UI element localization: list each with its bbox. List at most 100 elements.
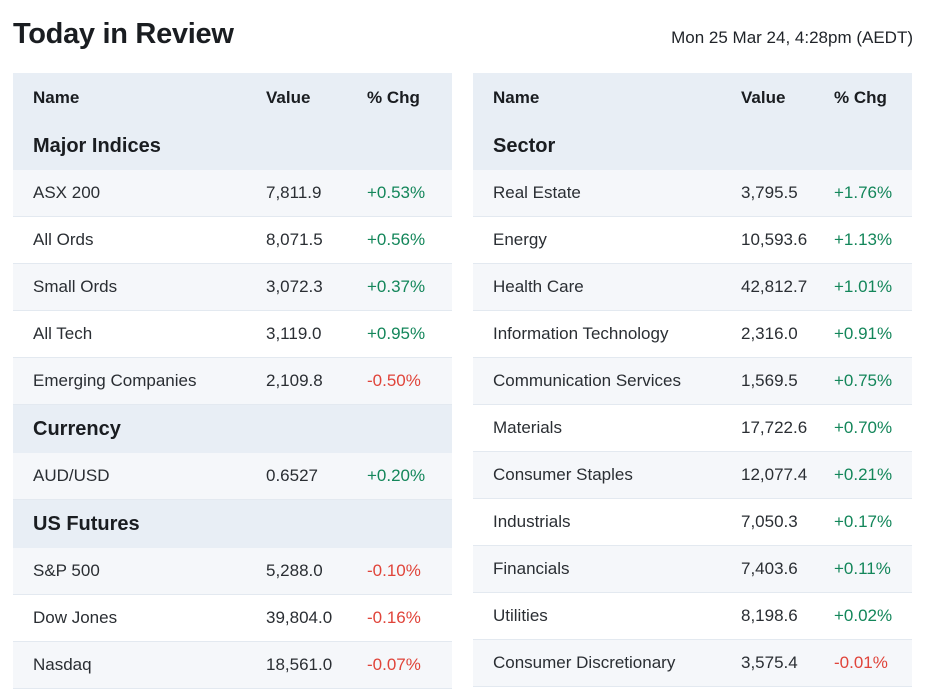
row-value: 0.6527 — [266, 466, 318, 485]
timestamp: Mon 25 Mar 24, 4:28pm (AEDT) — [671, 28, 913, 47]
column-header-name[interactable]: Name — [33, 87, 80, 107]
row-value: 10,593.6 — [741, 230, 808, 249]
markets-table: Name Value % Chg Major Indices ASX 200 7… — [13, 73, 452, 689]
row-change: +1.01% — [834, 277, 893, 296]
row-change: +0.02% — [834, 606, 893, 625]
row-change: -0.50% — [367, 371, 421, 390]
row-value: 18,561.0 — [266, 655, 333, 674]
column-header-change[interactable]: % Chg — [367, 87, 420, 107]
row-name[interactable]: All Tech — [33, 324, 93, 343]
section-header-major-indices: Major Indices — [13, 122, 452, 170]
section-title: US Futures — [33, 512, 140, 535]
table-header: Name Value % Chg — [13, 73, 452, 122]
row-value: 3,575.4 — [741, 653, 798, 672]
row-value: 5,288.0 — [266, 561, 323, 580]
row-value: 17,722.6 — [741, 418, 808, 437]
section-header-us-futures: US Futures — [13, 500, 452, 548]
row-name[interactable]: Nasdaq — [33, 655, 92, 674]
row-name[interactable]: Consumer Staples — [493, 465, 633, 484]
row-change: +0.95% — [367, 324, 426, 343]
row-value: 42,812.7 — [741, 277, 808, 296]
row-change: +0.53% — [367, 183, 426, 202]
table-row[interactable]: Consumer Staples 12,077.4 +0.21% — [473, 452, 912, 499]
row-name[interactable]: AUD/USD — [33, 466, 110, 485]
row-name[interactable]: S&P 500 — [33, 561, 100, 580]
table-row[interactable]: Financials 7,403.6 +0.11% — [473, 546, 912, 593]
row-change: +0.75% — [834, 371, 893, 390]
row-value: 7,050.3 — [741, 512, 798, 531]
table-row[interactable]: S&P 500 5,288.0 -0.10% — [13, 548, 452, 595]
row-value: 1,569.5 — [741, 371, 798, 390]
table-row[interactable]: Information Technology 2,316.0 +0.91% — [473, 311, 912, 358]
row-name[interactable]: Materials — [493, 418, 562, 437]
table-row[interactable]: All Ords 8,071.5 +0.56% — [13, 217, 452, 264]
row-name[interactable]: Emerging Companies — [33, 371, 197, 390]
sectors-table: Name Value % Chg Sector Real Estate 3,79… — [473, 73, 912, 687]
column-header-change[interactable]: % Chg — [834, 87, 887, 107]
row-value: 12,077.4 — [741, 465, 808, 484]
row-name[interactable]: Industrials — [493, 512, 571, 531]
row-value: 8,071.5 — [266, 230, 323, 249]
table-row[interactable]: Nasdaq 18,561.0 -0.07% — [13, 642, 452, 689]
table-row[interactable]: Communication Services 1,569.5 +0.75% — [473, 358, 912, 405]
row-name[interactable]: Information Technology — [493, 324, 669, 343]
row-change: -0.07% — [367, 655, 421, 674]
row-change: +0.11% — [834, 559, 891, 578]
table-row[interactable]: Health Care 42,812.7 +1.01% — [473, 264, 912, 311]
row-name[interactable]: Consumer Discretionary — [493, 653, 676, 672]
row-change: +0.91% — [834, 324, 893, 343]
column-header-value[interactable]: Value — [741, 87, 786, 107]
row-change: +1.13% — [834, 230, 893, 249]
row-value: 8,198.6 — [741, 606, 798, 625]
section-header-currency: Currency — [13, 405, 452, 453]
row-change: +0.70% — [834, 418, 893, 437]
table-row[interactable]: AUD/USD 0.6527 +0.20% — [13, 453, 452, 500]
row-change: -0.10% — [367, 561, 421, 580]
row-change: +0.20% — [367, 466, 426, 485]
table-row[interactable]: Small Ords 3,072.3 +0.37% — [13, 264, 452, 311]
section-title: Currency — [33, 417, 121, 440]
row-name[interactable]: All Ords — [33, 230, 94, 249]
row-value: 2,109.8 — [266, 371, 323, 390]
row-value: 3,119.0 — [266, 324, 322, 343]
row-change: +0.56% — [367, 230, 426, 249]
row-value: 39,804.0 — [266, 608, 333, 627]
table-row[interactable]: ASX 200 7,811.9 +0.53% — [13, 170, 452, 217]
row-name[interactable]: Health Care — [493, 277, 584, 296]
table-row[interactable]: Energy 10,593.6 +1.13% — [473, 217, 912, 264]
row-change: +0.21% — [834, 465, 893, 484]
row-value: 3,072.3 — [266, 277, 323, 296]
section-header-sector: Sector — [473, 122, 912, 170]
row-name[interactable]: Small Ords — [33, 277, 118, 296]
row-name[interactable]: Dow Jones — [33, 608, 118, 627]
table-header: Name Value % Chg — [473, 73, 912, 122]
table-row[interactable]: Real Estate 3,795.5 +1.76% — [473, 170, 912, 217]
row-name[interactable]: Energy — [493, 230, 547, 249]
row-value: 3,795.5 — [741, 183, 798, 202]
row-value: 2,316.0 — [741, 324, 798, 343]
table-row[interactable]: Consumer Discretionary 3,575.4 -0.01% — [473, 640, 912, 687]
section-title: Sector — [493, 134, 556, 157]
row-change: -0.16% — [367, 608, 421, 627]
table-row[interactable]: Materials 17,722.6 +0.70% — [473, 405, 912, 452]
table-row[interactable]: Dow Jones 39,804.0 -0.16% — [13, 595, 452, 642]
row-name[interactable]: Financials — [493, 559, 570, 578]
column-header-name[interactable]: Name — [493, 87, 540, 107]
table-row[interactable]: Emerging Companies 2,109.8 -0.50% — [13, 358, 452, 405]
row-value: 7,811.9 — [266, 183, 322, 202]
section-title: Major Indices — [33, 134, 161, 157]
row-name[interactable]: Utilities — [493, 606, 548, 625]
row-name[interactable]: ASX 200 — [33, 183, 101, 202]
row-change: -0.01% — [834, 653, 888, 672]
row-change: +0.37% — [367, 277, 426, 296]
table-row[interactable]: Utilities 8,198.6 +0.02% — [473, 593, 912, 640]
row-name[interactable]: Communication Services — [493, 371, 682, 390]
table-row[interactable]: All Tech 3,119.0 +0.95% — [13, 311, 452, 358]
page-title: Today in Review — [13, 18, 234, 50]
row-name[interactable]: Real Estate — [493, 183, 581, 202]
row-change: +1.76% — [834, 183, 893, 202]
column-header-value[interactable]: Value — [266, 87, 311, 107]
table-row[interactable]: Industrials 7,050.3 +0.17% — [473, 499, 912, 546]
row-change: +0.17% — [834, 512, 893, 531]
